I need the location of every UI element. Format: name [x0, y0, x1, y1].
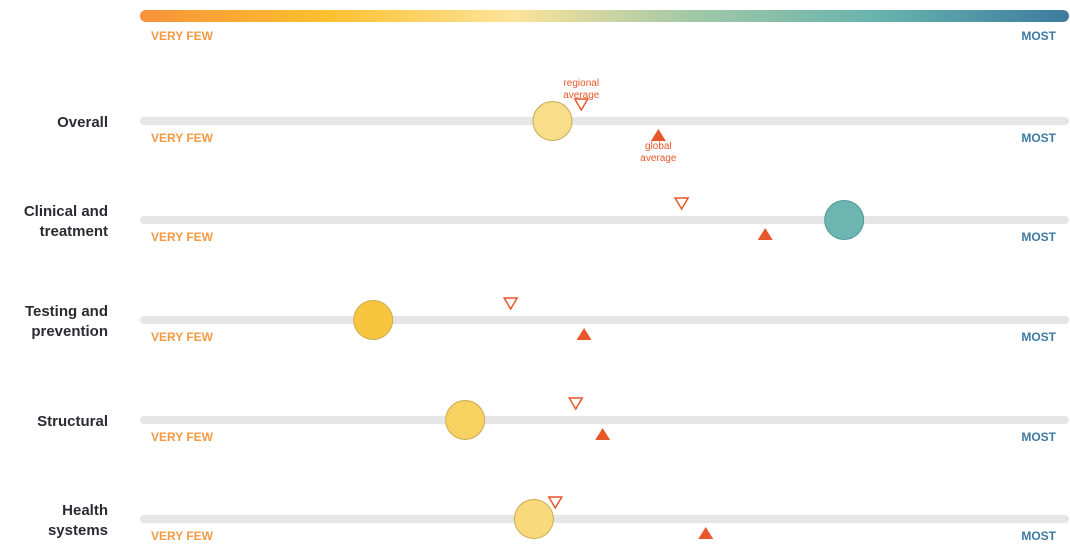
row-label: treatment: [40, 223, 108, 240]
global-average-marker: [650, 129, 666, 141]
global-average-marker: [757, 228, 773, 240]
regional-average-annotation: regional: [563, 78, 599, 89]
regional-average-annotation: average: [563, 90, 600, 101]
value-bubble: [513, 499, 554, 539]
track-bar: [140, 216, 1069, 224]
row-health-systems: Health systems VERY FEW MOST: [48, 496, 1069, 543]
global-average-marker: [595, 428, 611, 440]
track-max-label: MOST: [1021, 430, 1056, 444]
track-min-label: VERY FEW: [151, 131, 214, 145]
scale-max-label: MOST: [1021, 29, 1056, 43]
row-testing-and-prevention: Testing and prevention VERY FEW MOST: [25, 297, 1069, 344]
track-bar: [140, 416, 1069, 424]
regional-average-marker: [502, 297, 519, 311]
scale-gradient-bar: [140, 10, 1069, 22]
track-bar: [140, 117, 1069, 125]
track-bar: [140, 316, 1069, 324]
track-min-label: VERY FEW: [151, 330, 214, 344]
global-average-marker: [576, 328, 592, 340]
row-label: prevention: [31, 323, 108, 340]
row-label: Health: [62, 502, 108, 519]
track-bar: [140, 515, 1069, 523]
row-label: Testing and: [25, 303, 108, 320]
global-average-annotation: global: [645, 141, 672, 152]
regional-average-marker: [673, 197, 690, 211]
track-max-label: MOST: [1021, 131, 1056, 145]
row-label: Overall: [57, 114, 108, 131]
row-label: systems: [48, 522, 108, 539]
track-max-label: MOST: [1021, 330, 1056, 344]
value-bubble: [445, 400, 486, 440]
regional-average-marker: [547, 496, 564, 510]
regional-average-marker: [567, 397, 584, 411]
value-bubble: [824, 200, 865, 240]
track-max-label: MOST: [1021, 529, 1056, 543]
track-max-label: MOST: [1021, 230, 1056, 244]
global-average-annotation: average: [640, 153, 677, 164]
value-bubble: [532, 101, 573, 141]
track-min-label: VERY FEW: [151, 430, 214, 444]
global-average-marker: [698, 527, 714, 539]
row-label: Structural: [37, 413, 108, 430]
track-min-label: VERY FEW: [151, 529, 214, 543]
row-label: Clinical and: [24, 203, 108, 220]
scale-min-label: VERY FEW: [151, 29, 214, 43]
regional-average-marker: [573, 98, 590, 112]
row-structural: Structural VERY FEW MOST: [37, 397, 1069, 444]
value-bubble: [353, 300, 394, 340]
row-clinical-and-treatment: Clinical and treatment VERY FEW MOST: [24, 197, 1069, 244]
track-min-label: VERY FEW: [151, 230, 214, 244]
